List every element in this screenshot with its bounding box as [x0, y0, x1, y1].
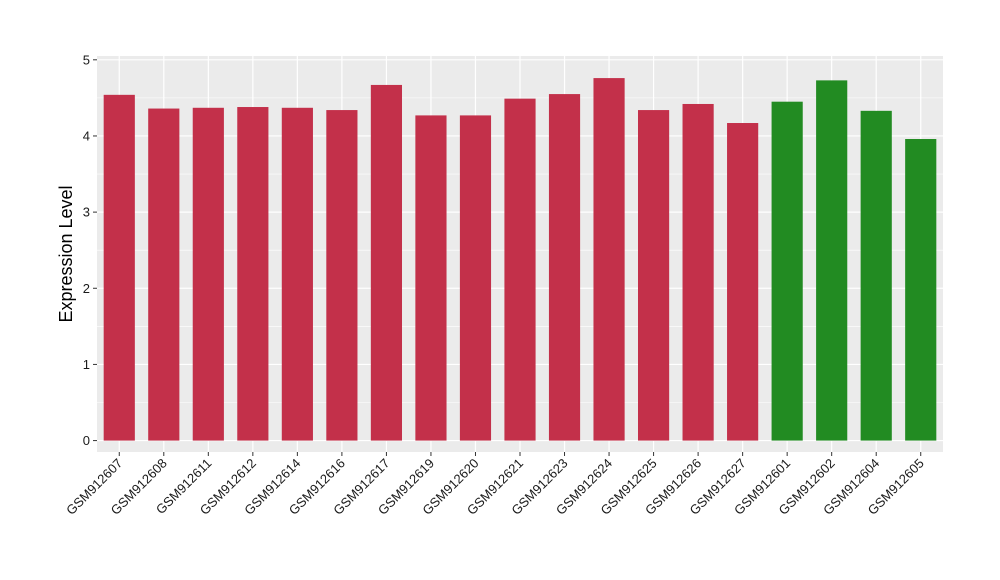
- bar-GSM912614: [281, 107, 313, 441]
- bar-GSM912627: [727, 123, 759, 441]
- y-axis-ticks: [93, 59, 97, 442]
- y-tick-label: 5: [83, 52, 90, 67]
- y-tick-label: 0: [83, 433, 90, 448]
- bar-GSM912602: [816, 80, 848, 441]
- y-tick-label: 3: [83, 205, 90, 220]
- bar-GSM912625: [637, 110, 670, 441]
- y-axis-title: Expression Level: [56, 185, 76, 322]
- bar-GSM912604: [860, 110, 892, 441]
- x-axis-ticks: [118, 452, 922, 456]
- bar-GSM912623: [548, 94, 581, 441]
- bar-GSM912616: [326, 110, 358, 441]
- x-axis-tick-labels: GSM912607GSM912608GSM912611GSM912612GSM9…: [63, 456, 927, 518]
- bar-GSM912608: [148, 108, 180, 441]
- bar-GSM912626: [682, 103, 714, 441]
- y-axis-tick-labels: 0 1 2 3 4 5: [83, 52, 90, 448]
- y-tick-label: 4: [83, 128, 90, 143]
- bar-GSM912611: [192, 107, 224, 441]
- bar-GSM912607: [103, 94, 135, 441]
- bar-GSM912612: [237, 107, 269, 441]
- bar-GSM912619: [415, 115, 447, 441]
- bar-GSM912601: [771, 101, 803, 441]
- y-tick-label: 1: [83, 357, 90, 372]
- bar-GSM912621: [504, 98, 536, 441]
- bar-GSM912620: [459, 115, 492, 441]
- bars-group: [103, 78, 937, 441]
- bar-GSM912605: [905, 139, 937, 441]
- y-tick-label: 2: [83, 281, 90, 296]
- bar-GSM912624: [593, 78, 625, 441]
- bar-GSM912617: [370, 84, 403, 441]
